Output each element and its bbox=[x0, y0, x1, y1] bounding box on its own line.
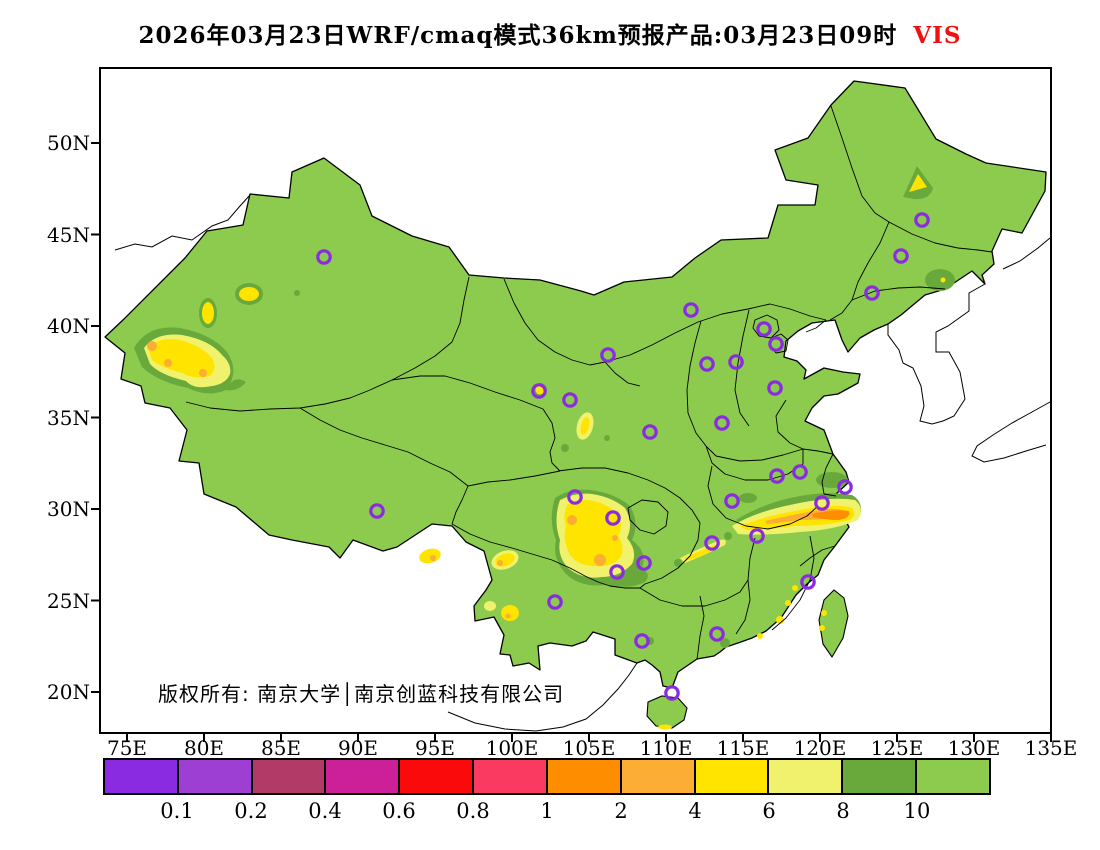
city-marker bbox=[683, 302, 699, 318]
city-marker bbox=[709, 626, 725, 642]
lon-tick-label: 125E bbox=[870, 736, 924, 760]
lat-tick-label: 40N bbox=[47, 314, 90, 338]
japan-coastline bbox=[971, 401, 1051, 463]
city-marker bbox=[792, 464, 808, 480]
lon-tick-label: 105E bbox=[562, 736, 616, 760]
city-markers-layer bbox=[316, 212, 930, 701]
lon-tick-label: 135E bbox=[1024, 736, 1078, 760]
city-marker bbox=[893, 248, 909, 264]
city-marker bbox=[769, 468, 785, 484]
colorbar-tick-label: 1 bbox=[540, 799, 554, 823]
axis-ticks-layer bbox=[91, 142, 1052, 742]
colorbar-tick-label: 0.8 bbox=[456, 799, 490, 823]
colorbar-segment bbox=[326, 760, 401, 793]
title-text: 2026年03月23日WRF/cmaq模式36km预报产品:03月23日09时 bbox=[138, 22, 898, 49]
colorbar-segment bbox=[178, 760, 253, 793]
lat-tick-label: 20N bbox=[47, 680, 90, 704]
city-marker bbox=[837, 479, 853, 495]
city-marker bbox=[699, 356, 715, 372]
colorbar-tick-label: 8 bbox=[836, 799, 850, 823]
lon-tick-label: 120E bbox=[793, 736, 847, 760]
colorbar bbox=[103, 758, 991, 795]
city-marker bbox=[636, 555, 652, 571]
lon-tick-label: 85E bbox=[260, 736, 302, 760]
city-marker bbox=[714, 415, 730, 431]
lon-tick-label: 100E bbox=[485, 736, 539, 760]
city-marker bbox=[728, 354, 744, 370]
colorbar-tick-label: 10 bbox=[903, 799, 931, 823]
lat-tick-label: 35N bbox=[47, 405, 90, 430]
colorbar-segment bbox=[769, 760, 844, 793]
city-marker bbox=[609, 564, 625, 580]
province-borders bbox=[185, 105, 993, 660]
map-layer bbox=[104, 80, 1051, 732]
colorbar-tick-label: 0.2 bbox=[234, 799, 268, 823]
lon-tick-label: 130E bbox=[947, 736, 1001, 760]
colorbar-segment bbox=[695, 760, 770, 793]
colorbar-segment bbox=[547, 760, 622, 793]
lon-tick-label: 80E bbox=[183, 736, 225, 760]
lon-tick-label: 90E bbox=[337, 736, 379, 760]
city-marker bbox=[768, 336, 784, 352]
city-marker bbox=[634, 633, 650, 649]
hainan-island bbox=[646, 695, 688, 729]
city-marker bbox=[800, 574, 816, 590]
colorbar-segment bbox=[474, 760, 548, 793]
city-marker bbox=[547, 594, 563, 610]
city-marker bbox=[369, 503, 385, 519]
plot-frame bbox=[99, 67, 1052, 734]
russia-coastline bbox=[1002, 237, 1051, 270]
lat-tick-label: 45N bbox=[47, 222, 90, 247]
city-marker bbox=[767, 380, 783, 396]
colorbar-segment bbox=[400, 760, 475, 793]
colorbar-tick-label: 0.6 bbox=[382, 799, 416, 823]
lon-tick-label: 110E bbox=[639, 736, 693, 760]
lat-tick-label: 50N bbox=[47, 131, 90, 155]
city-marker bbox=[724, 493, 740, 509]
city-marker bbox=[749, 528, 765, 544]
lon-tick-label: 75E bbox=[106, 736, 148, 760]
city-marker bbox=[642, 424, 658, 440]
city-marker bbox=[600, 347, 616, 363]
colorbar-tick-label: 0.1 bbox=[160, 799, 194, 823]
city-marker bbox=[914, 212, 930, 228]
visibility-patch-group bbox=[134, 166, 955, 730]
city-marker bbox=[704, 535, 720, 551]
colorbar-segment bbox=[105, 760, 179, 793]
colorbar-tick-label: 4 bbox=[688, 799, 702, 823]
colorbar-tick-label: 2 bbox=[614, 799, 628, 823]
city-marker bbox=[756, 321, 772, 337]
colorbar-segment bbox=[917, 760, 989, 793]
city-marker bbox=[316, 249, 332, 265]
taiwan-island bbox=[818, 589, 849, 659]
lon-tick-label: 95E bbox=[414, 736, 456, 760]
colorbar-segment bbox=[252, 760, 327, 793]
korea-coastline bbox=[887, 283, 986, 425]
foreign-coastlines bbox=[114, 194, 1051, 732]
vietnam-coastline bbox=[447, 662, 638, 732]
page-title: 2026年03月23日WRF/cmaq模式36km预报产品:03月23日09时 V… bbox=[0, 16, 1100, 50]
colorbar-segment bbox=[843, 760, 918, 793]
colorbar-tick-label: 0.4 bbox=[308, 799, 342, 823]
lon-tick-label: 115E bbox=[716, 736, 770, 760]
title-variable: VIS bbox=[913, 22, 962, 49]
kazakhstan-border bbox=[114, 194, 251, 251]
copyright-note: 版权所有: 南京大学│南京创蓝科技有限公司 bbox=[158, 682, 565, 706]
lat-tick-label: 30N bbox=[47, 497, 90, 521]
city-marker bbox=[562, 392, 578, 408]
lat-tick-label: 25N bbox=[47, 588, 90, 613]
city-marker bbox=[864, 285, 880, 301]
city-marker bbox=[605, 510, 621, 526]
city-marker bbox=[531, 383, 547, 399]
city-marker bbox=[664, 685, 680, 701]
city-marker bbox=[567, 489, 583, 505]
colorbar-tick-label: 6 bbox=[762, 799, 776, 823]
colorbar-segment bbox=[621, 760, 696, 793]
city-marker bbox=[814, 495, 830, 511]
china-landmass bbox=[104, 80, 1047, 689]
